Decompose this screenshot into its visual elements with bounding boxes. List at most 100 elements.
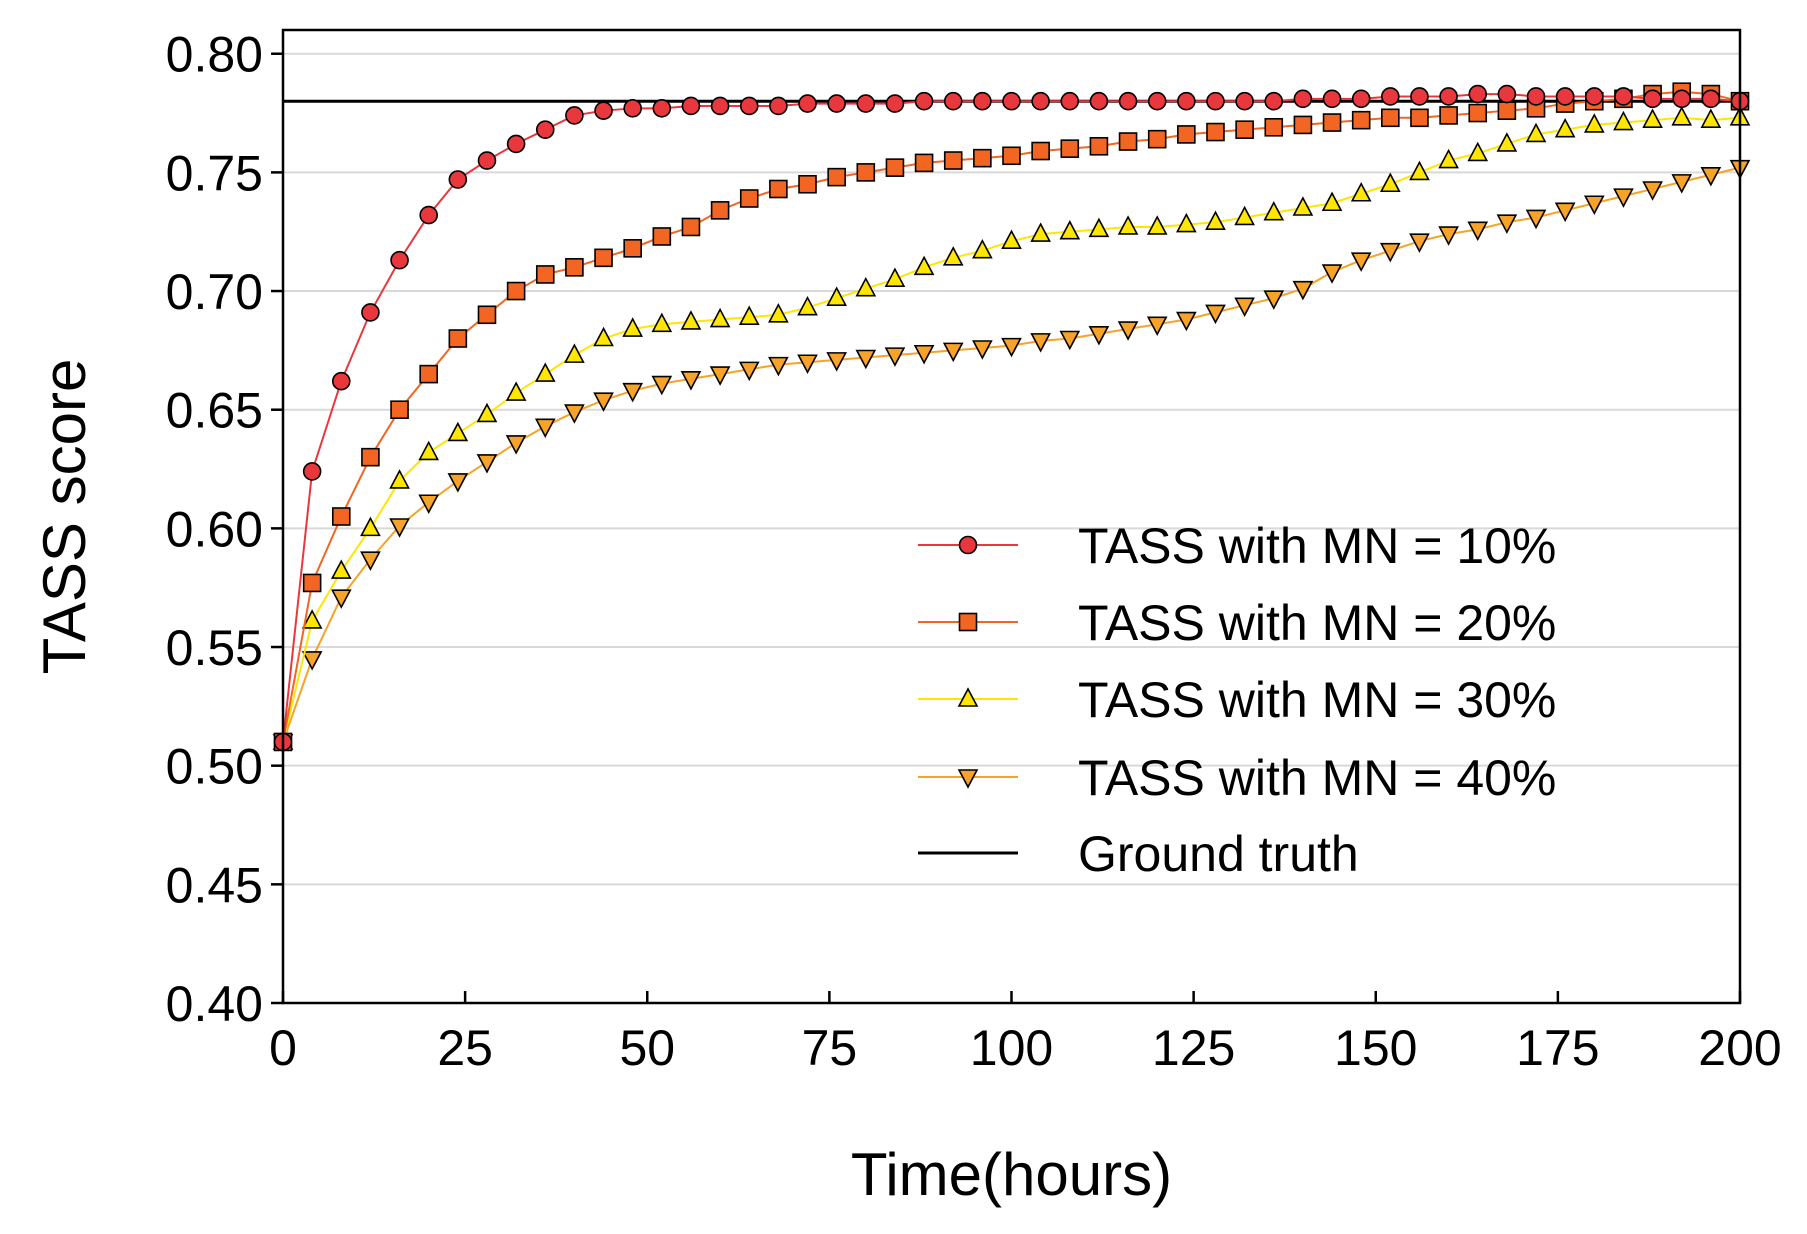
data-point [769, 96, 788, 116]
data-point [1322, 113, 1342, 132]
x-tick-label: 200 [1698, 1020, 1781, 1076]
data-point [1059, 330, 1081, 351]
data-point [1292, 280, 1314, 301]
data-point [1379, 242, 1401, 263]
data-point [418, 440, 440, 461]
data-point [1381, 108, 1400, 128]
data-point [827, 94, 846, 113]
data-point [1613, 188, 1634, 208]
data-point [943, 151, 963, 170]
series-group [272, 82, 1751, 754]
data-point [1379, 172, 1401, 193]
data-point [1671, 106, 1693, 126]
data-point [1118, 91, 1138, 111]
data-point [389, 469, 410, 489]
data-point [1583, 195, 1605, 215]
data-point [651, 375, 673, 396]
legend-marker [957, 769, 979, 789]
data-point [942, 342, 964, 363]
y-axis-ticks: 0.40 0.45 0.50 0.55 0.60 0.65 0.70 0.75 0.80 [166, 27, 283, 1032]
data-point [477, 305, 497, 325]
data-point [1089, 91, 1109, 111]
data-point [739, 96, 759, 116]
legend-marker [958, 612, 978, 632]
data-point [943, 91, 963, 111]
data-point [331, 507, 351, 526]
data-point [1321, 191, 1343, 212]
data-point [884, 347, 906, 367]
data-point [680, 371, 702, 391]
y-tick-label: 0.80 [166, 27, 263, 83]
data-point [1613, 110, 1634, 131]
data-point [884, 267, 906, 287]
data-point [1526, 87, 1546, 106]
data-point [1643, 89, 1662, 109]
series-3 [272, 106, 1751, 750]
data-point [1117, 321, 1139, 341]
data-point [913, 255, 935, 276]
data-point [447, 421, 469, 442]
data-point [973, 91, 992, 111]
data-point [1118, 132, 1138, 151]
x-tick-label: 0 [269, 1020, 297, 1076]
data-point [1293, 89, 1313, 109]
data-point [827, 167, 846, 187]
y-tick-label: 0.65 [166, 383, 263, 439]
x-tick-label: 150 [1334, 1020, 1417, 1076]
legend-item: TASS with MN = 30% [918, 672, 1556, 728]
data-point [1001, 337, 1022, 358]
data-point [1264, 91, 1284, 111]
x-axis-ticks: 0 25 50 75 100 125 150 175 200 [269, 991, 1782, 1076]
legend-marker [957, 687, 979, 707]
data-point [593, 392, 614, 412]
legend-item: TASS with MN = 10% [918, 518, 1556, 574]
data-point [1263, 290, 1285, 310]
data-point [1089, 136, 1109, 156]
data-point [856, 163, 876, 182]
y-tick-label: 0.75 [166, 145, 263, 201]
data-point [565, 258, 584, 277]
data-point [1205, 304, 1226, 325]
data-point [1264, 118, 1284, 137]
data-point [972, 238, 993, 259]
data-point [1525, 209, 1547, 230]
data-point [360, 516, 381, 537]
data-point [651, 312, 673, 333]
data-point [1410, 108, 1429, 128]
data-point [302, 462, 322, 481]
data-point [1672, 89, 1692, 109]
data-point [797, 354, 818, 374]
data-point [914, 153, 934, 173]
data-point [1585, 87, 1604, 106]
data-point [856, 94, 876, 113]
data-point [1614, 87, 1633, 106]
data-point [1438, 226, 1459, 246]
legend-item: Ground truth [918, 826, 1359, 882]
data-point [973, 148, 992, 168]
data-point [768, 356, 789, 377]
data-point [652, 227, 672, 246]
data-point [1176, 311, 1197, 332]
data-point [1554, 202, 1576, 223]
data-point [448, 329, 468, 348]
legend-item: TASS with MN = 40% [918, 750, 1556, 806]
data-point [1117, 215, 1139, 235]
legend-item: TASS with MN = 20% [918, 595, 1556, 651]
data-point [1001, 229, 1022, 250]
data-point [1351, 89, 1371, 109]
data-point [1700, 108, 1722, 128]
data-point [710, 201, 730, 220]
data-point [1381, 87, 1400, 106]
data-point [738, 305, 760, 325]
data-point [1060, 91, 1080, 111]
data-point [652, 99, 672, 118]
data-point [798, 174, 817, 194]
data-point [1496, 132, 1518, 152]
data-point [1322, 89, 1342, 109]
data-point [1642, 108, 1663, 128]
x-tick-label: 75 [802, 1020, 858, 1076]
data-point [1263, 201, 1285, 221]
data-point [1206, 122, 1225, 142]
data-point [972, 340, 993, 360]
data-point [623, 99, 642, 118]
